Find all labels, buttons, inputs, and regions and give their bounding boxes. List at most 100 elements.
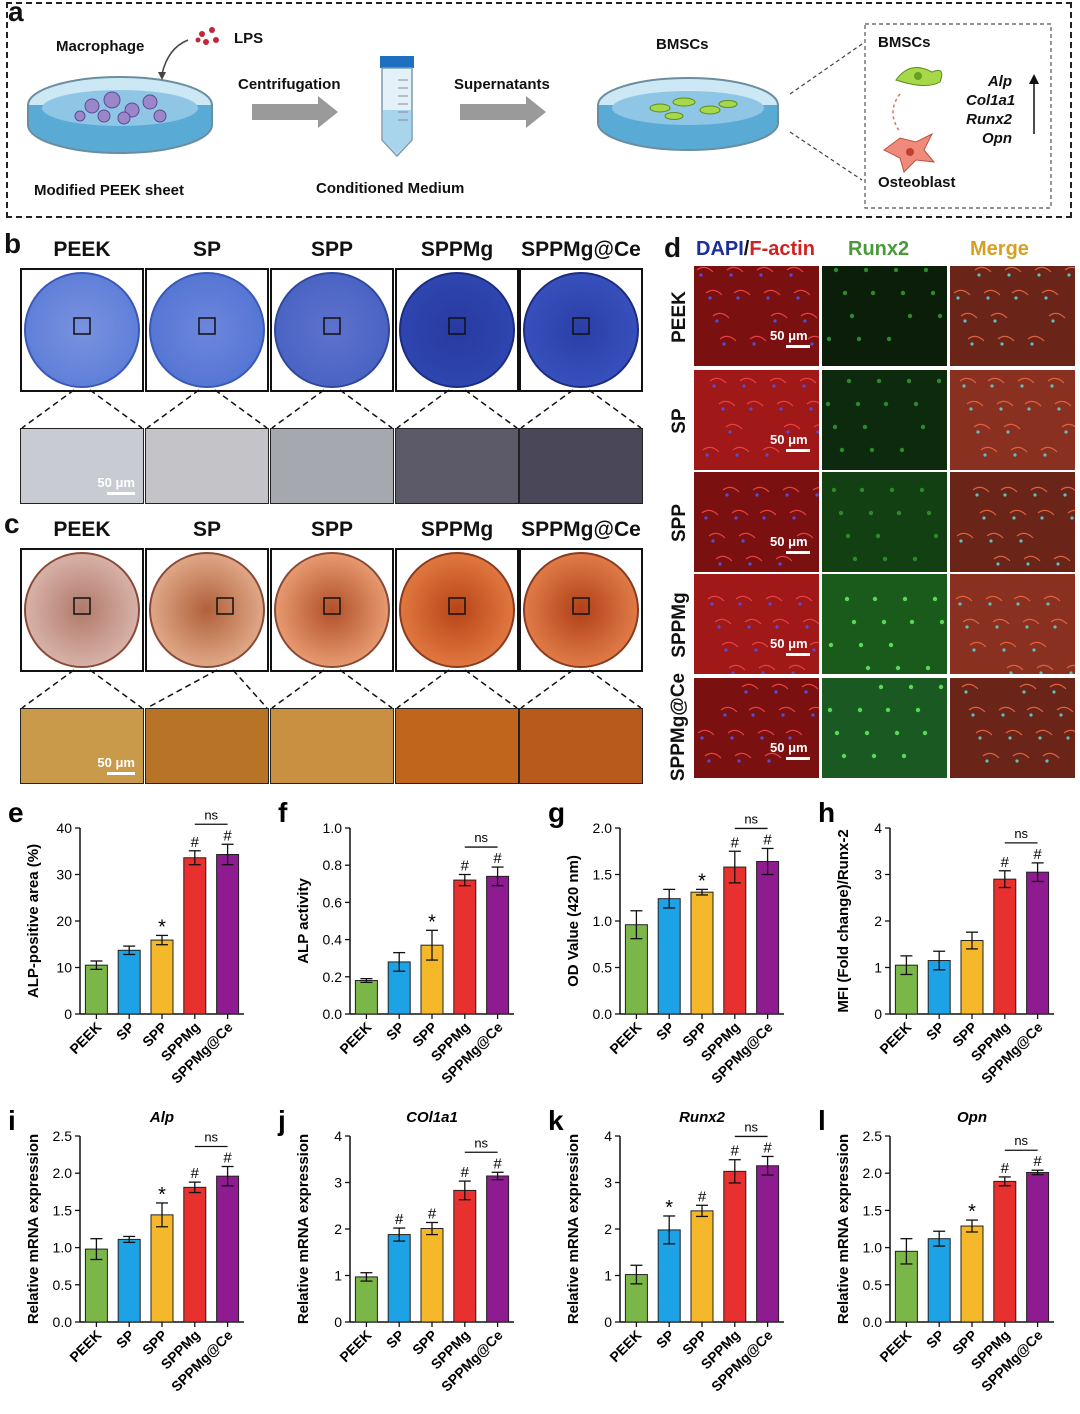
if-image-r1-c1 [822,370,947,470]
significance-mark: * [158,916,166,938]
dish-image [274,552,390,668]
scale-bar-line [786,551,810,554]
x-tick-label: SP [923,1019,948,1044]
y-tick-label: 0.2 [323,969,343,985]
scale-bar-line [786,757,810,760]
significance-mark: # [493,850,502,867]
significance-mark: * [968,1201,976,1223]
y-tick-label: 1.5 [863,1202,883,1218]
y-tick-label: 0.5 [593,960,613,976]
panel-d-row-label-2: SPP [669,503,690,543]
panel_b-zoom-0: 50 μm [20,428,144,504]
ns-label: ns [1014,1133,1028,1148]
chart-title: Runx2 [679,1109,726,1126]
macrophage-label: Macrophage [56,38,145,55]
if-image-r4-c2 [950,678,1080,778]
col-title-dapi-factin: DAPI/F-actin [696,238,815,261]
significance-mark: * [428,911,436,933]
bar-SPPMg [723,866,747,1015]
panel-label-l: l [818,1105,826,1136]
bar-SPPMg [183,1186,207,1323]
x-tick-label: PEEK [336,1019,374,1057]
y-tick-label: 3 [334,1175,342,1191]
panel_b-zoom-1 [145,428,269,504]
bar-SPPMg@Ce [756,1165,780,1323]
if-texture [961,683,1080,763]
dish-image [24,552,140,668]
panel-a-schematic [6,2,1072,218]
panel_c-zoom-0: 50 μm [20,708,144,784]
panel_c-zoom-1 [145,708,269,784]
ns-label: ns [744,811,758,826]
gene-opn: Opn [982,130,1012,147]
scale-bar-label: 50 μm [770,328,808,343]
significance-mark: # [493,1155,502,1172]
zoom-guide [271,669,393,709]
y-tick-label: 0.6 [323,894,343,910]
chart-title: Alp [149,1109,174,1126]
chart-l: l Opn 0.0 0.5 1.0 1.5 2.0 2.5 Relative mRNA expr… [818,1105,1054,1395]
scale-bar-label: 50 μm [770,534,808,549]
y-tick-label: 0 [604,1314,612,1330]
y-tick-label: 0.4 [323,932,343,948]
significance-mark: # [763,831,772,848]
ns-label: ns [204,1130,218,1145]
bar-SP [117,949,141,1015]
x-tick-label: PEEK [66,1019,104,1057]
chart-g: g 0.0 0.5 1.0 1.5 2.0 OD Value (420 nm) PEEK SP *… [548,797,784,1087]
scale-bar: 50 μm [97,755,135,775]
supernatants-label: Supernatants [454,76,550,93]
scale-bar-line [107,772,135,775]
bmscs-label: BMSCs [656,36,709,53]
panel-label-g: g [548,797,565,828]
panel_b-title-2: SPP [310,238,354,261]
x-tick-label: SP [653,1327,678,1352]
inset-bmscs-label: BMSCs [878,34,931,51]
y-tick-label: 1.0 [323,820,343,836]
zoom-guide [21,389,143,429]
panel_c-title-2: SPP [310,518,354,541]
panel_c-dish-tile-2 [270,548,394,672]
panel-d-row-label-0: PEEK [669,291,690,343]
bar-SP [927,1238,951,1323]
col-title-merge: Merge [970,238,1029,260]
y-tick-label: 2 [334,1221,342,1237]
y-tick-label: 0.5 [53,1277,73,1293]
y-tick-label: 40 [56,820,72,836]
significance-mark: * [158,1184,166,1206]
significance-mark: # [763,1139,772,1156]
significance-mark: # [461,858,470,875]
zoom-guide [520,389,642,429]
panel-label-i: i [8,1105,16,1136]
y-axis-label: MFI (Fold change)/Runx-2 [835,829,852,1012]
y-axis-label: ALP-positive area (%) [25,844,42,998]
panel-label-e: e [8,797,24,828]
panel_b-dish-tile-1 [145,268,269,392]
y-tick-label: 2 [874,913,882,929]
schematic-illustration [27,23,1052,209]
panel_c-dish-tile-4 [519,548,643,672]
y-tick-label: 2.5 [53,1128,73,1144]
x-tick-label: PEEK [876,1327,914,1365]
dish-image [149,272,265,388]
panel_c-zoom-4 [519,708,643,784]
bar-SPPMg [453,879,477,1015]
y-tick-label: 0.0 [323,1006,343,1022]
panel-label-b: b [4,228,22,259]
zoom-guide [21,669,143,709]
scale-bar-label: 50 μm [770,432,808,447]
bar-SPPMg [993,878,1017,1015]
if-texture [826,267,943,342]
x-tick-label: SP [113,1327,138,1352]
panel-label-k: k [548,1105,564,1136]
panel_b-dish-tile-3 [395,268,519,392]
x-tick-label: PEEK [66,1327,104,1365]
gene-list: Alp Col1a1 Runx2 Opn [966,72,1015,148]
significance-mark: # [428,1205,437,1222]
ns-label: ns [204,807,218,822]
if-texture [828,596,945,671]
scale-bar: 50 μm [770,636,810,656]
if-texture [955,595,1080,675]
bar-SPPMg@Ce [756,860,780,1015]
if-image-r0-c1 [822,266,947,366]
